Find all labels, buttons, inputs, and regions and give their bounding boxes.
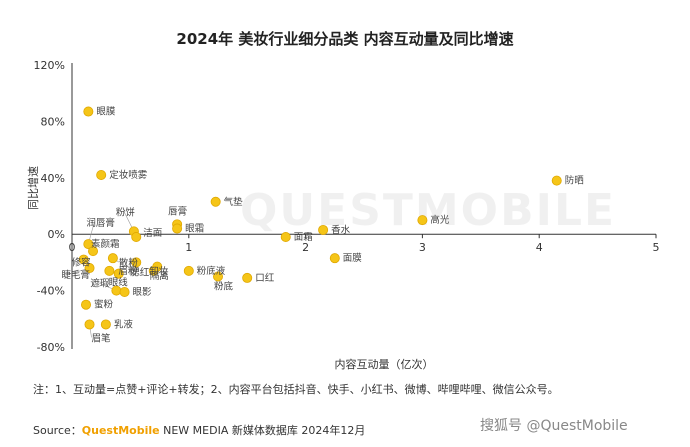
y-tick-label: 40%: [41, 172, 65, 185]
point-label: 定妆喷雾: [109, 169, 148, 181]
data-point: [131, 257, 142, 268]
point-label: 散粉: [119, 257, 139, 269]
data-point: [148, 265, 159, 276]
source-line: Source：QuestMobile NEW MEDIA 新媒体数据库 2024…: [33, 422, 365, 438]
point-label: 眉笔: [92, 332, 111, 344]
x-tick-label: 1: [185, 241, 192, 254]
data-point: [210, 196, 221, 207]
background-watermark: QUESTMOBILE: [240, 185, 617, 236]
x-tick-label: 0: [69, 241, 76, 254]
point-label: 腮红: [130, 266, 150, 278]
point-label: 素颜霜: [91, 238, 120, 250]
y-tick-label: 0%: [48, 228, 65, 241]
point-label: 洁面: [143, 227, 162, 239]
point-label: 香水: [331, 224, 351, 236]
point-label: 遮瑕: [90, 278, 110, 290]
point-label: 面霜: [294, 232, 313, 243]
data-point: [104, 265, 115, 276]
chart-title: 2024年 美妆行业细分品类 内容互动量及同比增速: [176, 30, 514, 48]
point-label: 口红: [255, 272, 275, 284]
point-layer: [78, 106, 562, 330]
corner-watermark: 搜狐号 @QuestMobile: [480, 418, 628, 434]
data-point: [88, 246, 99, 257]
point-label: 唇膏: [168, 205, 187, 217]
point-label: 眼霜: [185, 224, 204, 235]
y-tick-label: 80%: [41, 115, 65, 128]
point-label: 眼影: [133, 287, 153, 298]
data-point: [172, 223, 183, 234]
data-point: [280, 232, 291, 243]
chart-note: 注：1、互动量=点赞+评论+转发；2、内容平台包括抖音、快手、小红书、微博、哔哩…: [33, 383, 559, 396]
point-label: 气垫: [224, 196, 244, 208]
data-point: [96, 169, 107, 180]
point-label: 防晒: [565, 175, 584, 187]
tick-layer: -80% -40% 0% 40% 80% 120% 0 1 2 3 4 5: [34, 59, 660, 354]
data-point: [183, 265, 194, 276]
x-tick-label: 4: [536, 241, 543, 254]
point-label: 眉粉: [118, 265, 138, 277]
point-label: 眼线: [109, 277, 129, 289]
data-point: [83, 239, 94, 250]
source-suffix: NEW MEDIA 新媒体数据库 2024年12月: [159, 424, 366, 437]
y-tick-label: 120%: [34, 59, 65, 72]
point-label: 高光: [430, 214, 450, 226]
point-label: 粉底液: [197, 265, 226, 277]
x-axis-label: 内容互动量（亿次）: [335, 357, 434, 371]
point-label: 乳液: [114, 318, 134, 330]
x-tick-label: 2: [302, 241, 309, 254]
y-tick-label: -40%: [37, 285, 65, 298]
data-point: [107, 253, 118, 264]
data-point: [81, 299, 92, 310]
point-label: 眼膜: [96, 107, 116, 118]
data-point: [212, 271, 223, 282]
point-label: 睫毛膏: [62, 269, 91, 281]
x-tick-label: 5: [653, 241, 660, 254]
y-axis-label: 同比增速: [26, 166, 40, 210]
point-label: 蜜粉: [94, 299, 114, 311]
data-point: [100, 319, 111, 330]
data-point: [551, 175, 562, 186]
data-point: [113, 268, 124, 279]
point-label: 隔离: [150, 270, 169, 282]
data-point: [417, 215, 428, 226]
point-label: 卸妆: [149, 266, 169, 278]
data-point: [84, 263, 95, 274]
point-label: 润唇膏: [86, 217, 115, 229]
data-point: [84, 319, 95, 330]
data-point: [242, 272, 253, 283]
source-brand: QuestMobile: [81, 424, 160, 437]
data-point: [329, 253, 340, 264]
point-label: 修容: [72, 257, 92, 269]
data-point: [83, 106, 94, 117]
point-label: 粉底: [214, 281, 234, 293]
x-tick-label: 3: [419, 241, 426, 254]
point-label: 面膜: [343, 253, 363, 264]
point-label: 粉饼: [116, 206, 136, 218]
data-point: [131, 232, 142, 243]
source-prefix: Source：: [33, 424, 82, 437]
y-tick-label: -80%: [37, 341, 65, 354]
data-point: [318, 224, 329, 235]
data-point: [119, 287, 130, 298]
data-point: [78, 254, 89, 265]
axis-layer: [71, 63, 656, 349]
